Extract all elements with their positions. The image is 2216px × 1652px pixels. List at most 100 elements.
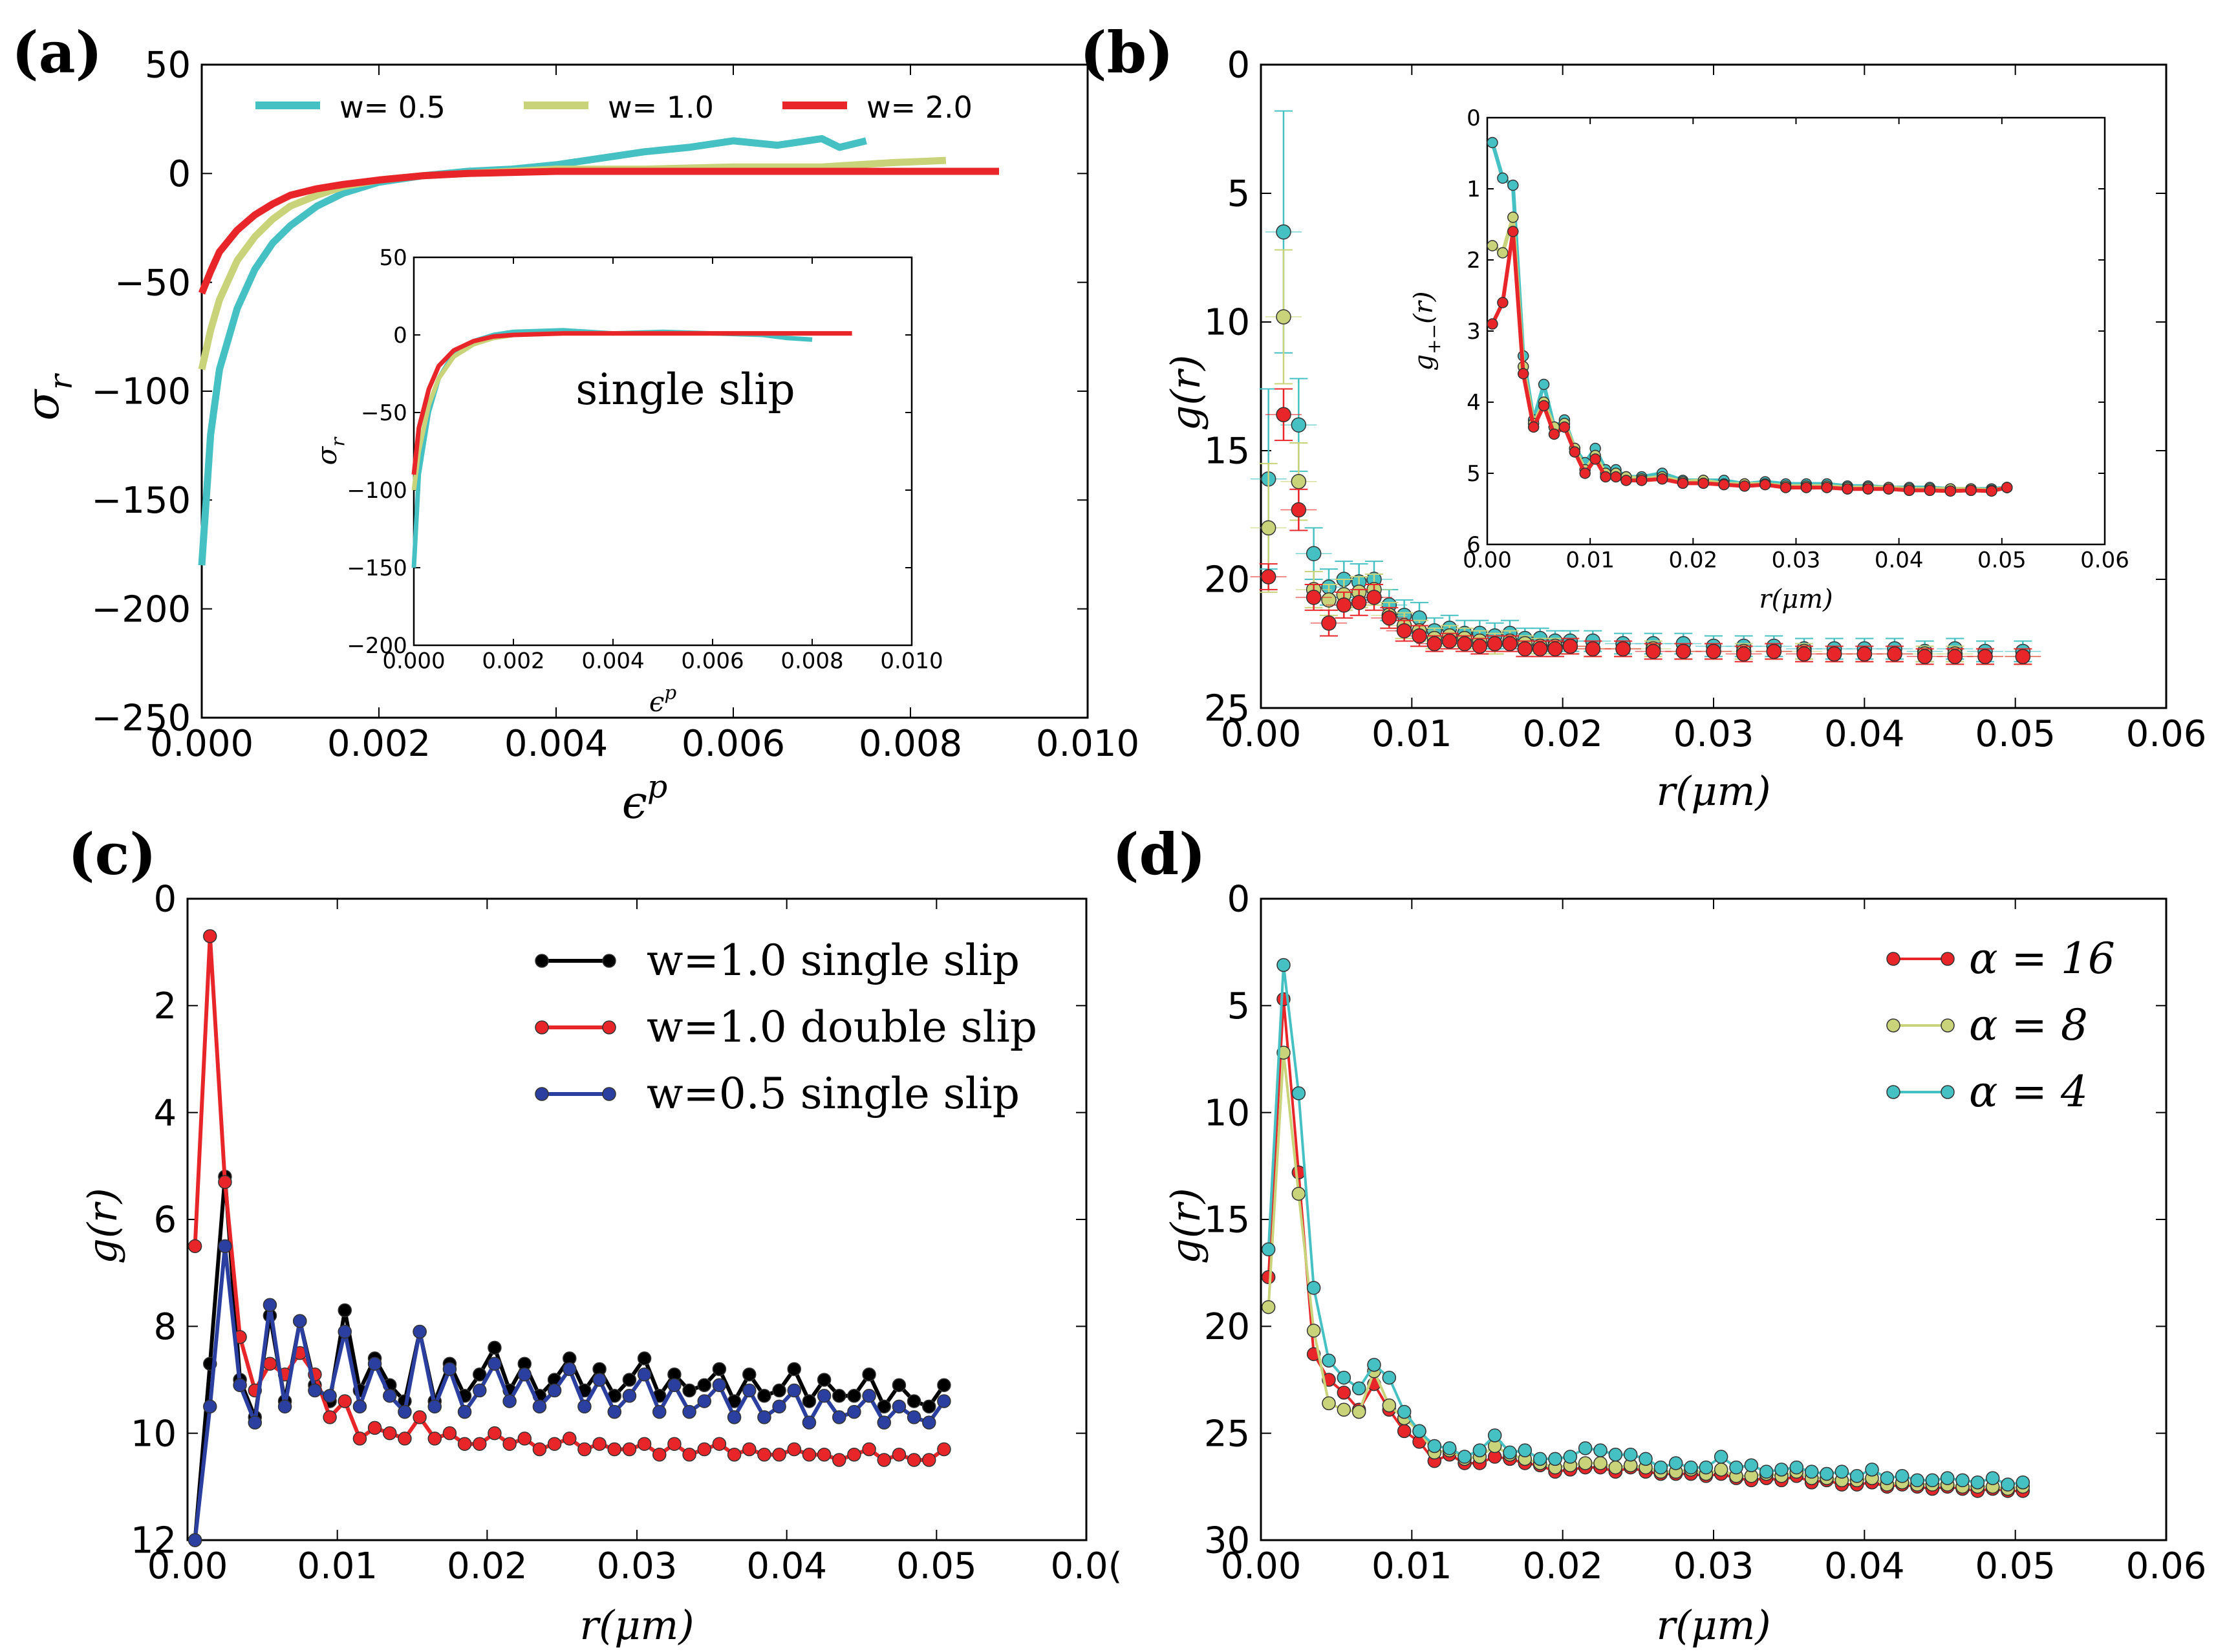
d-series-point — [1337, 1386, 1351, 1400]
c-series-point — [742, 1367, 757, 1382]
c-series-point — [907, 1453, 921, 1467]
c-series-point — [563, 1362, 577, 1377]
d-series-point — [1668, 1456, 1683, 1470]
d-series-point — [1261, 1270, 1276, 1285]
b-series-point — [1675, 643, 1692, 660]
c-series-point — [263, 1298, 277, 1313]
c-series-point — [323, 1410, 337, 1424]
c-series-point — [473, 1367, 487, 1382]
d-series-point — [1684, 1460, 1698, 1475]
b-xtick-label: 0.06 — [2126, 713, 2207, 755]
b-inset-series-point — [1517, 368, 1529, 380]
b-inset-series-point — [1487, 240, 1498, 252]
d-ytick-label: 20 — [1204, 1306, 1250, 1348]
b-inset-series-point — [1759, 478, 1771, 491]
c-ylabel: g(r) — [79, 1188, 126, 1264]
d-series-point — [1578, 1441, 1593, 1455]
c-xtick-label: 0.04 — [746, 1545, 827, 1587]
d-series-point — [1744, 1458, 1759, 1473]
c-legend-marker — [602, 1020, 616, 1035]
d-series-point — [1563, 1450, 1578, 1464]
c-xlabel-text: r(μm) — [579, 1602, 694, 1649]
c-series-point — [787, 1362, 801, 1377]
b-series-point — [1856, 646, 1873, 662]
panel-c: 0.00 0.01 0.02 0.03 0.04 0.05 0.0(0 2 4 6 8 10 12 w=1… — [79, 879, 1122, 1649]
c-series-point — [877, 1399, 891, 1414]
a-inset-xtick-label: 0.006 — [681, 649, 744, 674]
c-series-point — [727, 1410, 742, 1424]
d-series-point — [2001, 1477, 2015, 1492]
c-series-point — [802, 1447, 817, 1462]
b-inset-ytick-label: 2 — [1467, 248, 1481, 274]
c-series-point — [338, 1303, 352, 1318]
a-inset-ytick-label: 0 — [393, 323, 407, 349]
d-series-point — [1925, 1473, 1940, 1488]
b-inset-series-point — [1610, 471, 1622, 483]
a-ylabel-text: σr — [16, 373, 80, 421]
b-inset-series-point — [1507, 226, 1519, 237]
d-series-point — [1608, 1447, 1623, 1462]
a-legend-label: w= 2.0 — [866, 90, 973, 125]
a-xtick-label: 0.000 — [150, 723, 253, 765]
d-series-point — [1940, 1471, 1955, 1485]
c-series-point — [877, 1453, 891, 1467]
b-xtick-label: 0.01 — [1372, 713, 1452, 755]
c-series-point — [502, 1394, 517, 1408]
c-xtick-label: 0.03 — [597, 1545, 678, 1587]
c-series-point — [772, 1383, 786, 1398]
b-series-point — [1487, 636, 1503, 652]
c-legend-label: w=1.0 double slip — [647, 1002, 1037, 1052]
d-xlabel: r(μm) — [1656, 1602, 1770, 1649]
d-ytick-label: 30 — [1204, 1520, 1250, 1562]
b-series-point — [1977, 649, 1993, 665]
c-series-point — [892, 1378, 907, 1393]
a-xlabel-sup: p — [647, 769, 667, 806]
d-series-point — [1729, 1460, 1743, 1475]
a-inset-ytick-label: −200 — [347, 633, 407, 659]
c-series-point — [622, 1389, 637, 1403]
b-inset-xtick-label: 0.02 — [1668, 548, 1717, 574]
b-series-point — [1291, 417, 1307, 433]
c-series-point — [862, 1442, 876, 1457]
c-series-point — [697, 1394, 711, 1408]
d-series-point — [1367, 1358, 1381, 1372]
b-series-point — [1306, 546, 1322, 561]
c-legend-marker — [535, 954, 549, 968]
c-series-point — [293, 1314, 307, 1328]
b-inset-series-point — [1548, 428, 1560, 440]
c-ytick-label: 0 — [154, 879, 177, 921]
d-series-point — [1261, 1300, 1276, 1314]
c-xlabel-base: r(μm) — [579, 1602, 694, 1649]
b-xtick-label: 0.02 — [1522, 713, 1603, 755]
c-series-point — [922, 1415, 936, 1430]
d-series-point — [2016, 1475, 2030, 1490]
a-inset-ylabel-text: σr — [311, 436, 349, 466]
c-series-point — [907, 1410, 921, 1424]
a-legend-label: w= 0.5 — [339, 90, 446, 125]
a-ytick-label: −100 — [91, 371, 191, 413]
a-inset-annotation: single slip — [576, 365, 795, 414]
c-series-point — [532, 1442, 547, 1457]
b-inset-series-point — [1924, 484, 1936, 497]
a-ytick-label: −50 — [114, 262, 191, 304]
d-series-point — [1714, 1463, 1728, 1477]
b-inset-series-point — [1944, 485, 1956, 497]
d-ytick-label: 25 — [1204, 1413, 1250, 1455]
d-xlabel-text: r(μm) — [1656, 1602, 1770, 1649]
d-series-point — [1623, 1447, 1638, 1462]
panel-b: 0.00 0.01 0.02 0.03 0.04 0.05 0.060510152025r(… — [1162, 45, 2206, 815]
a-ytick-label: 0 — [168, 153, 191, 195]
d-series-point — [1699, 1460, 1714, 1475]
b-inset-series-point — [1718, 478, 1730, 491]
b-inset-series-point — [1487, 318, 1498, 330]
d-series-point — [1593, 1456, 1608, 1470]
c-series-point — [847, 1404, 861, 1419]
b-ytick-label: 0 — [1227, 45, 1251, 87]
b-series-point — [1615, 641, 1631, 657]
b-inset-ytick-label: 0 — [1467, 105, 1481, 131]
panel-a: 0.000 0.002 0.004 0.006 0.008 0.010 50 0 −50 −100… — [16, 45, 1139, 829]
c-ytick-label: 12 — [131, 1520, 177, 1562]
b-series-point — [1947, 649, 1963, 665]
b-series-point — [1276, 224, 1291, 240]
